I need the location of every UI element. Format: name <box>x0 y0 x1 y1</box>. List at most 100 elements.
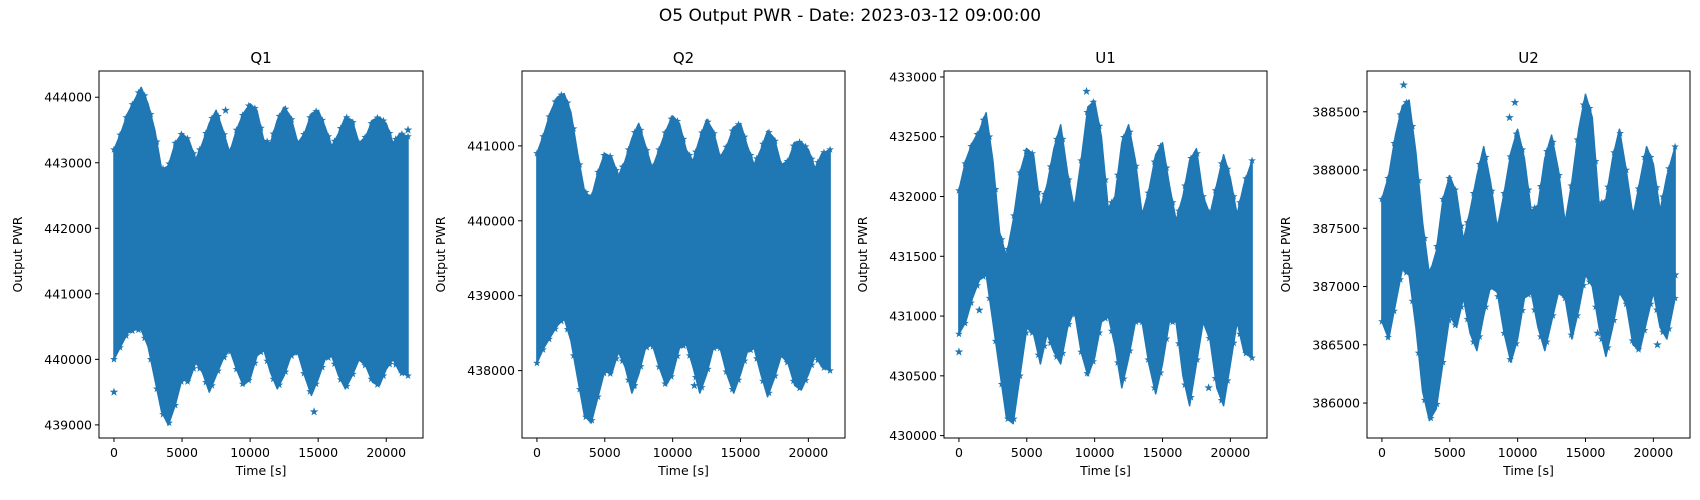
star-marker <box>1451 320 1460 329</box>
star-marker <box>643 343 651 351</box>
star-marker <box>746 151 755 159</box>
star-marker <box>1561 218 1569 226</box>
star-marker <box>1193 149 1201 157</box>
star-marker <box>1199 192 1208 200</box>
star-marker <box>955 186 963 194</box>
star-marker <box>1052 352 1061 360</box>
star-marker <box>1451 185 1460 194</box>
star-marker <box>1536 182 1545 190</box>
outlier-marker <box>309 407 319 416</box>
star-marker <box>1181 380 1189 389</box>
star-marker <box>153 137 161 146</box>
star-marker <box>1481 153 1490 161</box>
star-marker <box>306 387 314 395</box>
x-tick-label: 0 <box>533 445 541 460</box>
star-marker <box>134 88 143 96</box>
star-marker <box>820 148 828 156</box>
outlier-marker <box>1204 383 1213 392</box>
y-tick-label: 438000 <box>467 363 515 378</box>
star-marker <box>244 101 253 109</box>
star-marker <box>1555 288 1563 297</box>
star-marker <box>704 117 712 126</box>
star-marker <box>202 129 210 137</box>
star-marker <box>361 361 369 369</box>
star-marker <box>630 128 639 136</box>
star-marker <box>1433 400 1441 408</box>
star-marker <box>673 351 682 360</box>
star-marker <box>208 114 216 122</box>
star-marker <box>1126 127 1134 136</box>
star-marker <box>667 114 676 123</box>
star-marker <box>1634 184 1643 192</box>
star-marker <box>159 164 167 172</box>
star-marker <box>1426 414 1435 422</box>
star-marker <box>385 129 394 137</box>
star-marker <box>146 110 155 118</box>
star-marker <box>545 335 553 343</box>
axes-frame <box>521 70 846 439</box>
star-marker <box>214 112 222 120</box>
figure-title: O5 Output PWR - Date: 2023-03-12 09:00:0… <box>658 6 1042 26</box>
star-marker <box>275 380 284 389</box>
star-marker <box>1622 166 1631 174</box>
axes-frame <box>1366 70 1691 439</box>
star-marker <box>293 139 302 147</box>
y-tick-label: 431500 <box>889 249 937 264</box>
star-marker <box>1408 297 1417 305</box>
star-marker <box>1494 220 1502 229</box>
star-marker <box>202 378 210 386</box>
star-marker <box>704 365 712 373</box>
x-tick-label: 10000 <box>653 445 693 460</box>
star-marker <box>361 133 369 141</box>
star-marker <box>777 351 786 359</box>
star-marker <box>973 130 982 138</box>
subplot-q2: 0 5000 10000 15000 20000 438000 439000 440000 44… <box>433 49 846 478</box>
star-marker <box>1671 294 1679 302</box>
star-marker <box>746 345 755 354</box>
y-tick-label: 388000 <box>1312 163 1360 178</box>
star-marker <box>385 360 394 368</box>
star-marker <box>771 137 779 145</box>
x-tick-label: 10000 <box>1498 445 1538 460</box>
x-axis-label: Time [s] <box>657 463 709 478</box>
x-tick-label: 20000 <box>366 445 406 460</box>
star-marker <box>251 104 259 112</box>
star-marker <box>1211 374 1220 382</box>
x-tick-label: 5000 <box>1011 445 1043 460</box>
star-marker <box>355 139 363 147</box>
star-marker <box>1095 328 1104 337</box>
x-tick-label: 0 <box>955 445 963 460</box>
x-tick-label: 15000 <box>1566 445 1606 460</box>
star-marker <box>698 383 706 391</box>
star-marker <box>116 343 124 351</box>
star-marker <box>679 341 688 350</box>
star-marker <box>391 360 400 368</box>
star-marker <box>618 356 627 365</box>
y-tick-label: 430000 <box>889 428 937 443</box>
x-tick-label: 5000 <box>589 445 621 460</box>
star-marker <box>783 157 792 165</box>
star-marker <box>257 348 265 356</box>
star-marker <box>826 366 834 374</box>
star-marker <box>661 128 669 137</box>
outlier-marker <box>1593 328 1602 337</box>
star-marker <box>373 113 382 122</box>
star-marker <box>1433 242 1441 250</box>
star-marker <box>1585 277 1594 286</box>
star-marker <box>1174 339 1183 347</box>
star-marker <box>807 155 816 163</box>
star-marker <box>1156 368 1165 377</box>
star-marker <box>330 359 339 368</box>
star-marker <box>1457 302 1466 311</box>
star-marker <box>600 369 608 377</box>
star-marker <box>575 160 584 168</box>
star-marker <box>1132 318 1140 326</box>
star-marker <box>734 120 743 128</box>
star-marker <box>1512 129 1521 138</box>
star-marker <box>1640 153 1649 161</box>
star-marker <box>1132 162 1140 170</box>
star-marker <box>1475 332 1484 340</box>
star-marker <box>324 353 333 361</box>
y-tick-label: 432000 <box>889 189 937 204</box>
